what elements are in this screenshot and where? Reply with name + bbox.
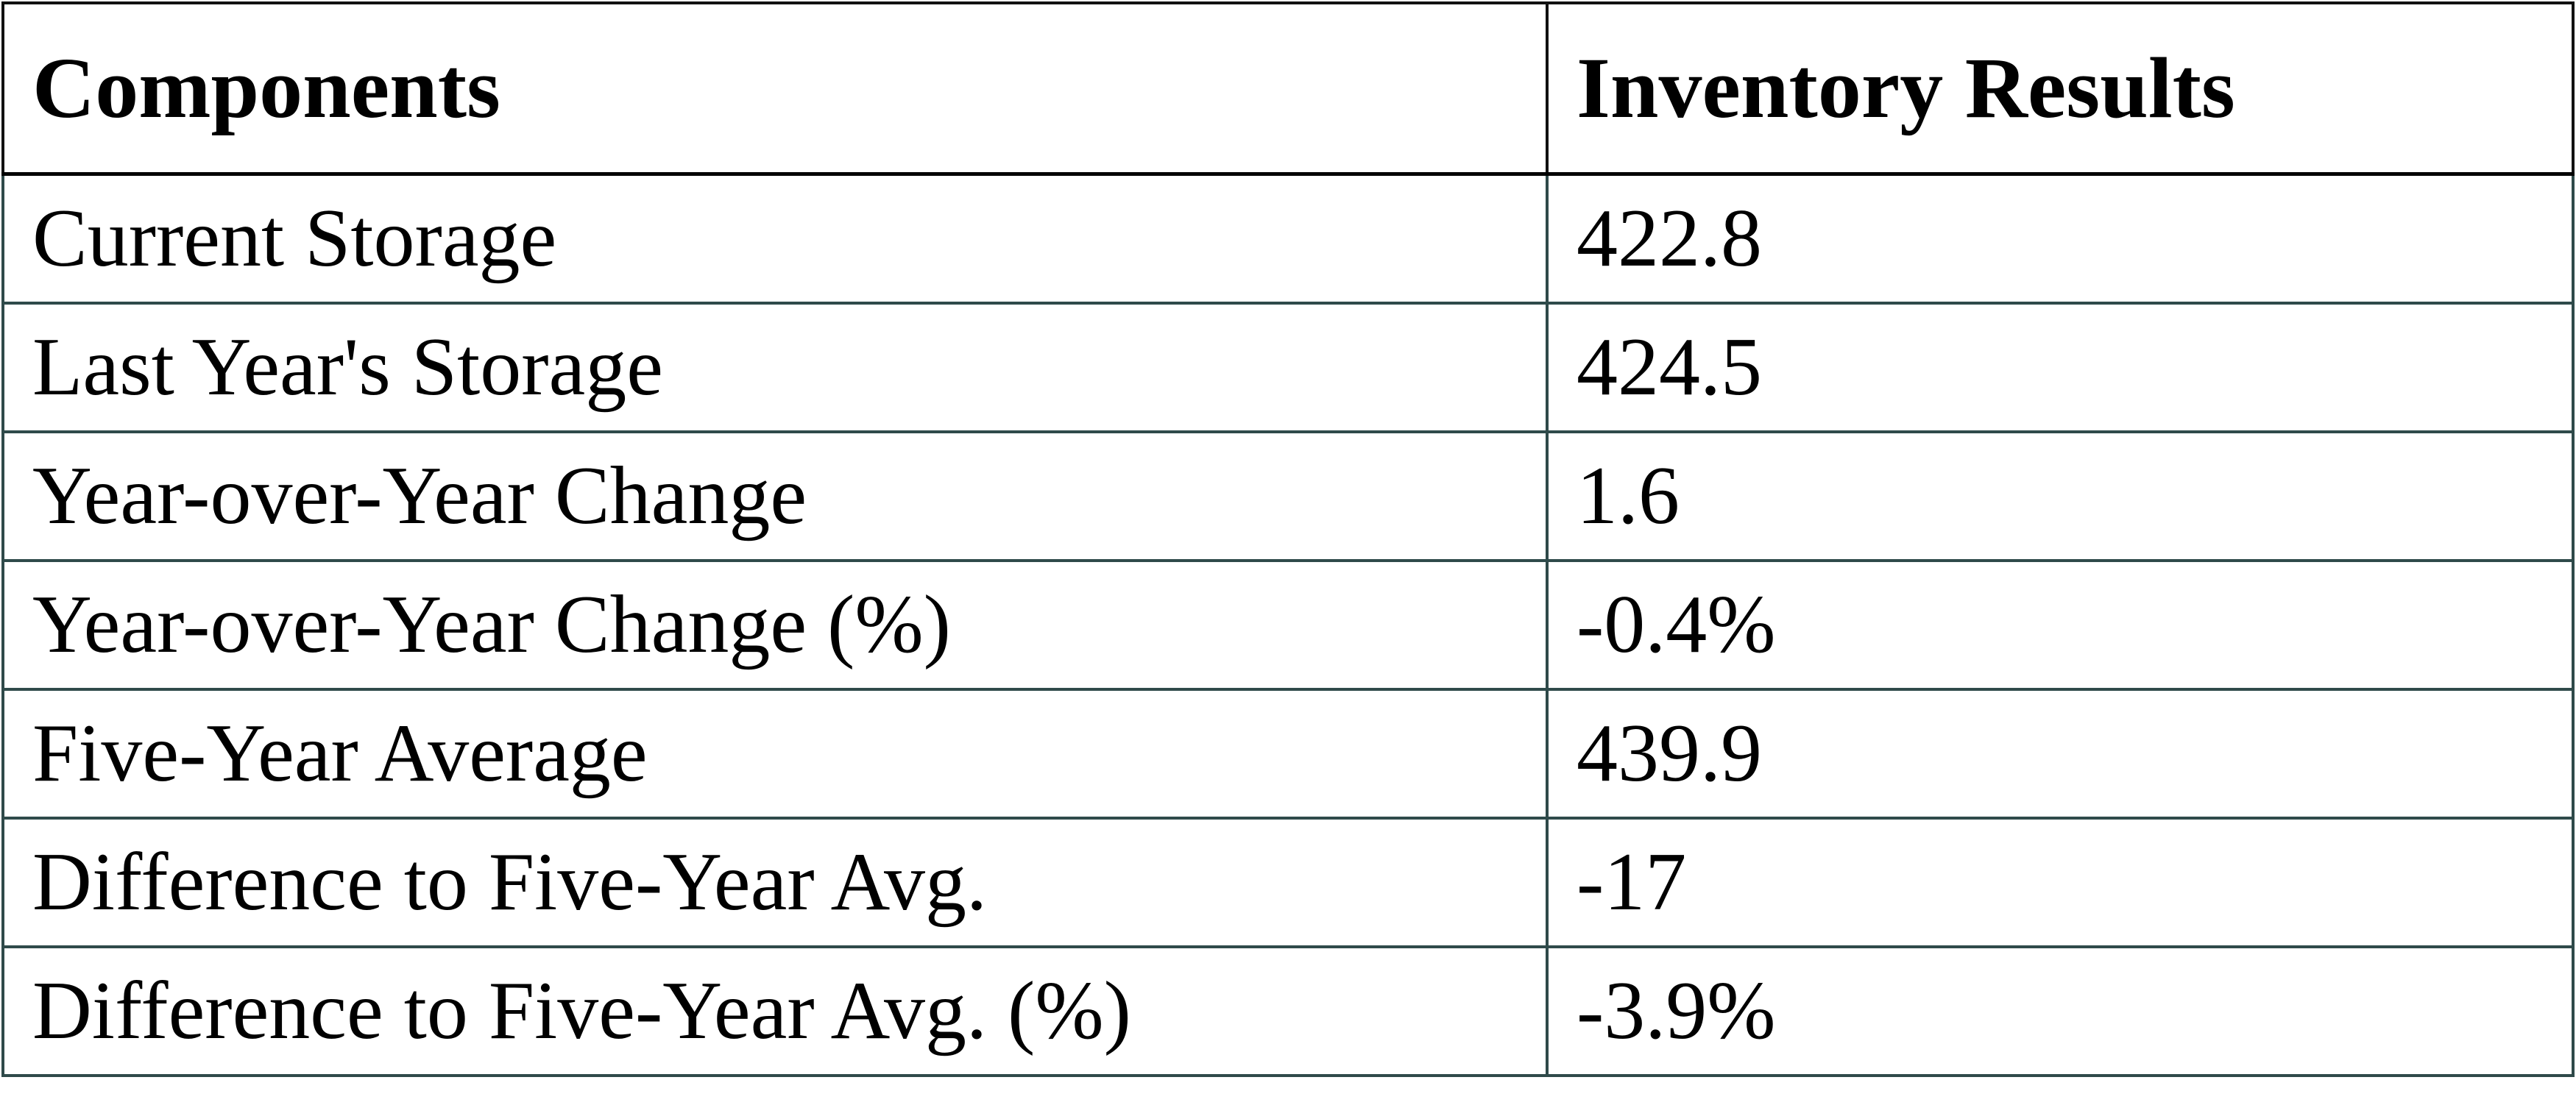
- result-cell: -3.9%: [1546, 945, 2575, 1077]
- result-cell: -0.4%: [1546, 559, 2575, 691]
- component-cell: Year-over-Year Change: [1, 430, 1549, 562]
- result-cell: 422.8: [1546, 172, 2575, 305]
- table-row: Difference to Five-Year Avg. (%) -3.9%: [1, 945, 2575, 1077]
- result-cell: -17: [1546, 817, 2575, 948]
- table-row: Last Year's Storage 424.5: [1, 302, 2575, 433]
- result-cell: 439.9: [1546, 688, 2575, 820]
- result-cell: 424.5: [1546, 302, 2575, 433]
- table-row: Year-over-Year Change 1.6: [1, 430, 2575, 562]
- table-header: Components Inventory Results: [1, 1, 2575, 176]
- inventory-table: Components Inventory Results Current Stor…: [1, 1, 2575, 1077]
- component-cell: Difference to Five-Year Avg.: [1, 817, 1549, 948]
- table-row: Current Storage 422.8: [1, 172, 2575, 305]
- table-row: Year-over-Year Change (%) -0.4%: [1, 559, 2575, 691]
- component-cell: Five-Year Average: [1, 688, 1549, 820]
- component-cell: Year-over-Year Change (%): [1, 559, 1549, 691]
- component-cell: Last Year's Storage: [1, 302, 1549, 433]
- component-cell: Current Storage: [1, 172, 1549, 305]
- header-row: Components Inventory Results: [1, 1, 2575, 176]
- table-row: Difference to Five-Year Avg. -17: [1, 817, 2575, 948]
- result-cell: 1.6: [1546, 430, 2575, 562]
- header-cell: Components: [1, 1, 1549, 176]
- table-body: Current Storage 422.8 Last Year's Storage 4…: [1, 172, 2575, 1077]
- component-cell: Difference to Five-Year Avg. (%): [1, 945, 1549, 1077]
- header-cell: Inventory Results: [1546, 1, 2575, 176]
- table-row: Five-Year Average 439.9: [1, 688, 2575, 820]
